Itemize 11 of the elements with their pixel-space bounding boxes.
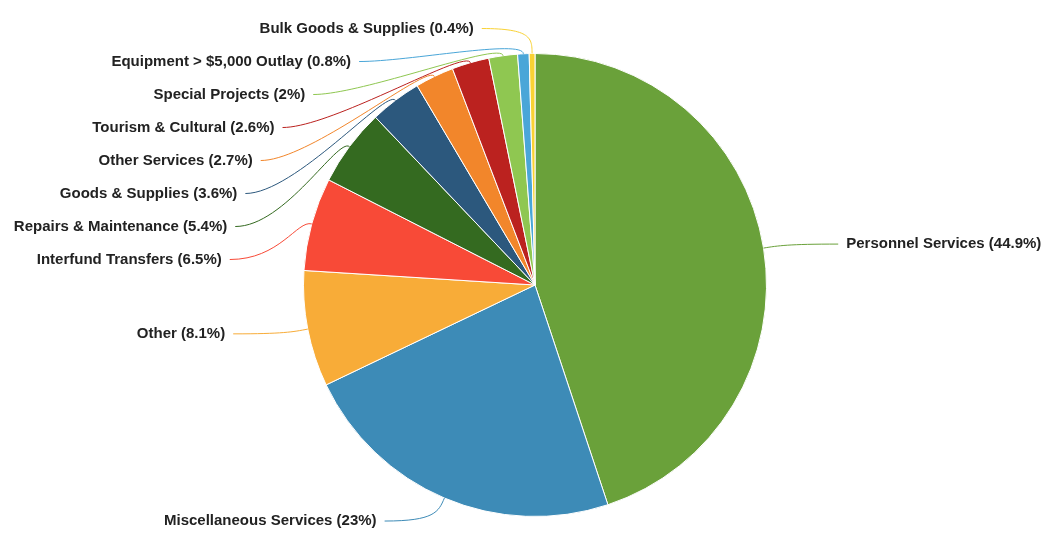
slice-label: Interfund Transfers (6.5%) — [36, 249, 222, 267]
slice-label: Goods & Supplies (3.6%) — [59, 183, 238, 201]
slice-label: Miscellaneous Services (23%) — [164, 511, 377, 529]
slice-label: Tourism & Cultural (2.6%) — [92, 117, 275, 135]
slice-label: Other (8.1%) — [136, 324, 226, 341]
slice-label: Equipment > $5,000 Outlay (0.8%) — [111, 51, 352, 69]
slice-label: Special Projects (2%) — [153, 84, 306, 102]
slice-label: Other Services (2.7%) — [98, 150, 253, 168]
slice-label: Repairs & Maintenance (5.4%) — [13, 216, 228, 234]
slice-label: Bulk Goods & Supplies (0.4%) — [259, 18, 474, 36]
slice-label: Personnel Services (44.9%) — [846, 234, 1042, 252]
